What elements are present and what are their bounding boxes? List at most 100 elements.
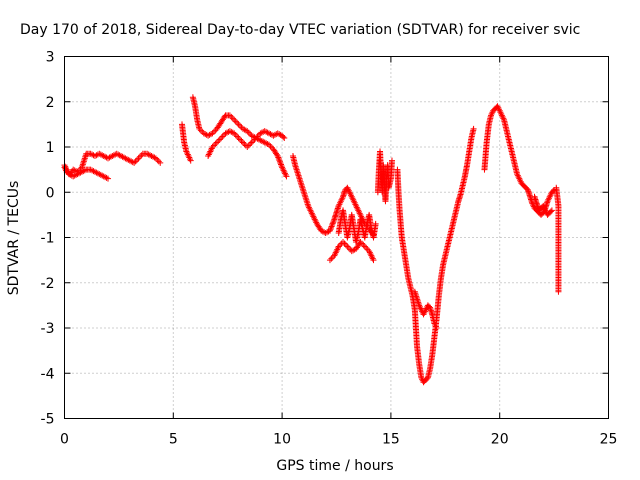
data-point-marker (340, 239, 347, 246)
data-point-marker (226, 112, 233, 119)
series-trace-11 (411, 288, 440, 331)
data-point-marker (370, 257, 377, 264)
data-point-marker (283, 173, 290, 180)
data-point-marker (433, 325, 440, 331)
data-point-marker (324, 229, 331, 236)
data-point-marker (218, 134, 225, 141)
data-point-marker (281, 134, 288, 141)
data-point-marker (234, 119, 241, 126)
data-point-marker (327, 226, 334, 233)
data-point-marker (276, 157, 283, 164)
x-tick-label: 5 (169, 432, 178, 448)
y-tick-labels: -5 -4 -3 -2 -1 0 1 2 3 (41, 50, 55, 428)
data-point-marker (278, 162, 285, 169)
data-point-marker (555, 288, 562, 295)
data-point-marker (329, 222, 336, 229)
data-point-marker (89, 151, 96, 158)
data-point-marker (280, 133, 287, 140)
y-tick-label: -1 (41, 231, 55, 247)
data-point-marker (228, 113, 235, 120)
data-point-marker (238, 137, 245, 144)
data-point-marker (271, 131, 278, 138)
data-point-marker (326, 257, 333, 264)
data-point-marker (105, 175, 112, 182)
data-point-marker (341, 240, 348, 247)
data-point-marker (342, 242, 349, 249)
series-trace-12 (481, 103, 558, 218)
data-point-marker (155, 158, 162, 165)
y-axis-title: SDTVAR / TECUs (6, 181, 22, 296)
data-point-marker (247, 140, 254, 147)
y-tick-label: 0 (46, 185, 55, 201)
series-trace-9 (374, 148, 395, 205)
data-point-marker (229, 115, 236, 122)
data-point-marker (273, 151, 280, 158)
x-tick-label: 10 (273, 432, 291, 448)
data-point-marker (206, 131, 213, 138)
data-point-marker (219, 133, 226, 140)
x-tick-label: 0 (60, 432, 69, 448)
data-point-marker (372, 220, 379, 227)
data-point-marker (241, 140, 248, 147)
data-point-marker (275, 154, 282, 161)
series-trace-7 (326, 239, 377, 264)
data-point-marker (239, 139, 246, 146)
y-tick-label: -2 (41, 276, 55, 292)
data-point-marker (93, 152, 100, 159)
series-trace-1 (61, 150, 164, 178)
series-trace-3 (179, 121, 194, 164)
y-tick-label: 2 (46, 95, 55, 111)
data-point-marker (157, 159, 164, 166)
series-trace-2 (61, 162, 112, 182)
data-point-marker (235, 121, 242, 128)
plot-frame (64, 56, 609, 419)
data-point-marker (470, 125, 477, 132)
y-tick-label: -5 (41, 412, 55, 428)
data-point-marker (138, 152, 145, 159)
series-trace-5 (205, 128, 288, 160)
data-point-marker (432, 321, 439, 328)
data-point-marker (277, 160, 284, 167)
series-trace-6 (289, 153, 377, 239)
x-tick-labels: 0 5 10 15 20 25 (60, 432, 617, 448)
data-point-marker (228, 128, 235, 135)
data-point-marker (388, 157, 395, 164)
series-trace-10 (394, 125, 477, 386)
data-point-marker (234, 133, 241, 140)
data-point-marker (330, 217, 337, 224)
series-trace-13 (531, 193, 555, 218)
data-point-marker (344, 243, 351, 250)
data-point-marker (278, 161, 285, 168)
data-point-marker (330, 219, 337, 226)
data-point-marker (328, 255, 335, 262)
data-point-marker (276, 131, 283, 138)
data-point-marker (187, 157, 194, 164)
x-axis-title: GPS time / hours (276, 458, 393, 474)
y-tick-label: 1 (46, 140, 55, 156)
data-point-marker (81, 167, 88, 174)
data-point-marker (248, 139, 255, 146)
chart-title: Day 170 of 2018, Sidereal Day-to-day VTE… (20, 22, 580, 38)
x-tick-label: 15 (382, 432, 400, 448)
data-point-marker (216, 136, 223, 143)
y-tick-label: 3 (46, 50, 55, 66)
data-point-marker (237, 122, 244, 129)
data-point-marker (328, 223, 335, 230)
data-point-marker (231, 116, 238, 123)
data-point-marker (363, 245, 370, 252)
data-point-marker (326, 227, 333, 234)
data-point-marker (232, 118, 239, 125)
data-point-marker (274, 153, 281, 160)
data-point-marker (212, 140, 219, 147)
y-tick-label: -4 (41, 366, 55, 382)
data-points (61, 94, 562, 386)
data-point-marker (361, 243, 368, 250)
data-point-marker (129, 159, 136, 166)
data-point-marker (329, 220, 336, 227)
series-trace-4 (189, 94, 290, 180)
grid-lines (64, 56, 609, 419)
data-point-marker (548, 207, 555, 214)
data-point-marker (215, 137, 222, 144)
data-point-marker (275, 155, 282, 162)
